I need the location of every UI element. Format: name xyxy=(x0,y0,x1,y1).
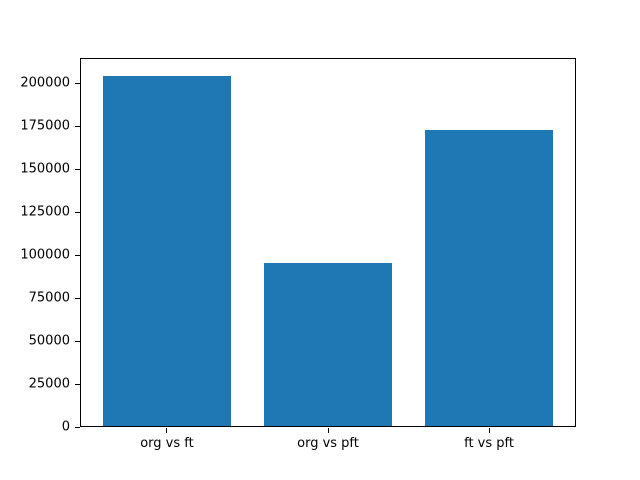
bar-org-vs-pft xyxy=(263,262,393,427)
y-tick-label: 0 xyxy=(61,419,70,435)
y-tick-mark xyxy=(75,125,80,127)
x-tick-label: ft vs pft xyxy=(464,436,514,451)
y-tick-label: 200000 xyxy=(20,75,70,91)
y-tick-label: 150000 xyxy=(20,161,70,177)
x-tick-mark xyxy=(166,428,168,433)
y-tick-mark xyxy=(75,383,80,385)
y-tick-label: 50000 xyxy=(28,333,70,349)
y-tick-label: 75000 xyxy=(28,290,70,306)
y-tick-mark xyxy=(75,82,80,84)
y-tick-label: 125000 xyxy=(20,204,70,220)
x-tick-label: org vs ft xyxy=(140,436,194,451)
y-tick-mark xyxy=(75,254,80,256)
bar-ft-vs-pft xyxy=(424,129,554,427)
y-tick-mark xyxy=(75,340,80,342)
y-tick-mark xyxy=(75,297,80,299)
y-tick-label: 175000 xyxy=(20,118,70,134)
x-tick-mark xyxy=(488,428,490,433)
bar-org-vs-ft xyxy=(102,75,232,427)
y-tick-label: 100000 xyxy=(20,247,70,263)
y-tick-mark xyxy=(75,211,80,213)
y-tick-label: 25000 xyxy=(28,376,70,392)
y-tick-mark xyxy=(75,426,80,428)
x-tick-mark xyxy=(327,428,329,433)
x-tick-label: org vs pft xyxy=(297,436,359,451)
y-tick-mark xyxy=(75,168,80,170)
